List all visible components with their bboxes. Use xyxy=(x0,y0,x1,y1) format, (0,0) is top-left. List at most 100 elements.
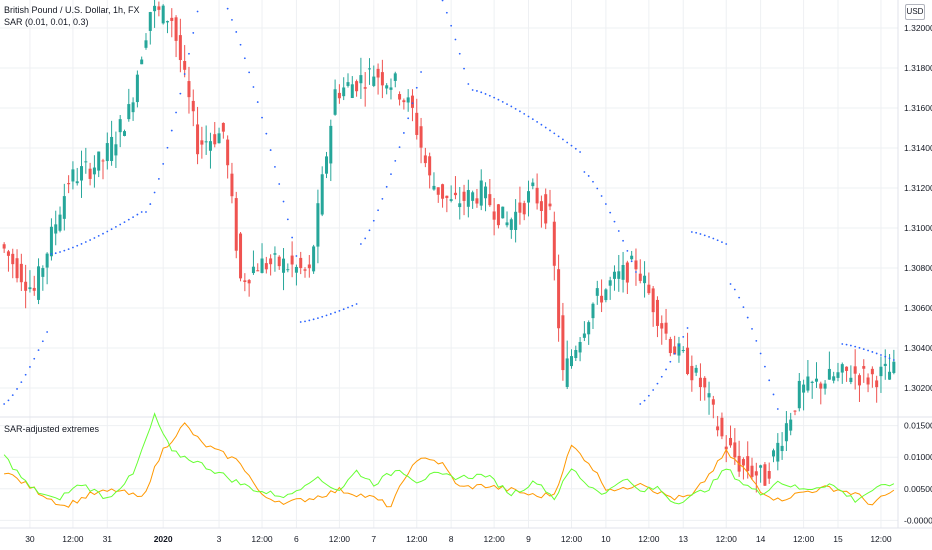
time-tick-label: 13 xyxy=(679,534,689,544)
candle-down xyxy=(196,106,200,165)
sar-dot xyxy=(540,123,543,126)
candle-body xyxy=(153,5,157,12)
candle-body xyxy=(643,275,647,284)
sar-dot xyxy=(106,230,109,233)
sar-dot xyxy=(583,171,586,173)
candle-up xyxy=(772,448,776,463)
candle-body xyxy=(509,219,513,230)
currency-button[interactable]: USD xyxy=(905,4,925,20)
candle-up xyxy=(75,167,79,186)
price-tick-label: 1.30400 xyxy=(904,343,932,353)
candle-down xyxy=(187,66,191,114)
sar-dot xyxy=(660,375,663,378)
sar-dot xyxy=(390,173,392,176)
sar-dot xyxy=(686,327,689,329)
time-tick-label: 12:00 xyxy=(638,534,660,544)
candle-body xyxy=(208,141,212,151)
candle-body xyxy=(363,87,367,89)
sar-dot xyxy=(708,235,710,238)
sar-dot xyxy=(20,381,23,384)
sar-dot xyxy=(372,219,375,222)
candle-body xyxy=(857,375,861,386)
candle-body xyxy=(230,173,234,197)
symbol-title: British Pound / U.S. Dollar, 1h, FX xyxy=(4,5,140,15)
candle-down xyxy=(6,249,10,272)
candle-down xyxy=(668,336,672,357)
candle-up xyxy=(114,131,118,168)
candle-body xyxy=(789,419,793,431)
sar-dot xyxy=(862,348,865,351)
candle-body xyxy=(518,202,522,213)
candle-body xyxy=(101,160,105,162)
sar-dot xyxy=(484,93,487,95)
candle-down xyxy=(101,158,105,180)
candle-up xyxy=(814,362,818,388)
sar-dot xyxy=(604,203,607,205)
candle-body xyxy=(870,368,874,375)
sar-indicator-label[interactable]: SAR (0.01, 0.01, 0.3) xyxy=(4,17,89,27)
candle-down xyxy=(11,248,15,279)
candle-up xyxy=(479,169,483,211)
candle-body xyxy=(544,194,548,224)
candle-body xyxy=(200,140,204,145)
candle-down xyxy=(170,8,174,38)
candle-down xyxy=(213,122,217,148)
sar-dot xyxy=(394,160,397,162)
sar-dot xyxy=(72,246,74,249)
candle-down xyxy=(410,89,414,122)
candle-body xyxy=(647,284,651,294)
candle-body xyxy=(165,21,169,23)
candle-up xyxy=(591,302,595,329)
candle-body xyxy=(45,253,49,268)
sar-dot xyxy=(166,146,169,149)
sar-dot xyxy=(845,343,848,346)
sar-dot xyxy=(506,103,508,105)
sar-dot xyxy=(875,352,878,355)
sar-dot xyxy=(566,141,569,144)
candle-up xyxy=(84,147,88,174)
candle-body xyxy=(183,60,187,70)
price-tick-label: 1.30600 xyxy=(904,303,932,313)
candle-body xyxy=(638,273,642,281)
candle-up xyxy=(127,88,131,122)
sar-dot xyxy=(738,296,741,299)
candle-up xyxy=(789,412,793,436)
candle-body xyxy=(561,315,565,371)
candle-down xyxy=(441,183,445,208)
candle-body xyxy=(703,377,707,388)
lower-pane-title[interactable]: SAR-adjusted extremes xyxy=(4,424,100,434)
sar-dot xyxy=(347,306,349,309)
sar-dot xyxy=(617,230,620,232)
sar-dot xyxy=(600,195,603,197)
candle-up xyxy=(389,78,393,100)
candle-body xyxy=(720,417,724,437)
sar-dot xyxy=(445,11,448,14)
candle-down xyxy=(191,89,195,127)
sar-dot xyxy=(381,197,384,200)
sar-dot xyxy=(678,344,680,347)
sar-dot xyxy=(768,379,771,382)
candle-up xyxy=(131,97,135,121)
candle-down xyxy=(862,359,866,383)
time-tick-label: 12:00 xyxy=(251,534,273,544)
sar-dot xyxy=(536,121,539,123)
sar-dot xyxy=(252,86,255,88)
sar-dot xyxy=(639,403,642,405)
candle-down xyxy=(522,200,526,221)
candle-up xyxy=(432,172,436,191)
candle-up xyxy=(527,180,531,217)
sar-dot xyxy=(33,357,36,360)
candle-body xyxy=(823,383,827,389)
candle-body xyxy=(664,322,668,334)
candle-up xyxy=(346,73,350,88)
candle-body xyxy=(213,134,217,145)
candle-body xyxy=(32,287,36,291)
candle-body xyxy=(836,372,840,378)
price-tick-label: 1.31200 xyxy=(904,183,932,193)
osc-tick-label: 0.00500 xyxy=(904,484,932,494)
candle-down xyxy=(445,195,449,213)
candle-body xyxy=(655,299,659,326)
candle-down xyxy=(32,275,36,296)
sar-dot xyxy=(29,366,31,368)
